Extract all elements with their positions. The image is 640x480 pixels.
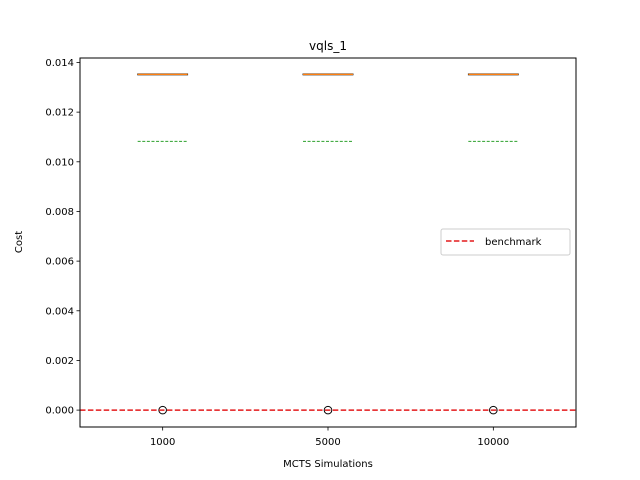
y-tick-label: 0.012 — [45, 108, 74, 119]
y-tick-label: 0.006 — [45, 257, 74, 268]
x-axis: 1000 5000 10000 — [150, 427, 509, 448]
chart-title: vqls_1 — [309, 39, 347, 53]
flier-point — [323, 405, 333, 415]
legend-box — [440, 228, 571, 256]
box-group-10000 — [467, 73, 519, 415]
x-tick-label: 1000 — [150, 437, 175, 448]
y-axis-label: Cost — [14, 231, 25, 253]
y-tick-label: 0.004 — [45, 306, 74, 317]
flier-point — [489, 405, 498, 415]
y-tick-label: 0.010 — [45, 157, 74, 168]
flier-point — [158, 405, 167, 415]
y-tick-label: 0.000 — [45, 406, 74, 417]
x-axis-label: MCTS Simulations — [283, 459, 373, 470]
box-group-1000 — [137, 73, 189, 415]
plot-area — [80, 73, 576, 415]
y-tick-label: 0.008 — [45, 207, 74, 218]
legend: benchmark — [440, 228, 571, 256]
y-tick-label: 0.014 — [45, 58, 74, 69]
x-tick-label: 5000 — [315, 437, 340, 448]
x-tick-label: 10000 — [477, 437, 509, 448]
box-group-5000 — [302, 73, 354, 415]
legend-label-benchmark: benchmark — [485, 237, 542, 248]
y-tick-label: 0.002 — [45, 356, 74, 367]
y-axis: 0.000 0.002 0.004 0.006 0.008 0.010 0.012 0.014 — [45, 58, 80, 417]
